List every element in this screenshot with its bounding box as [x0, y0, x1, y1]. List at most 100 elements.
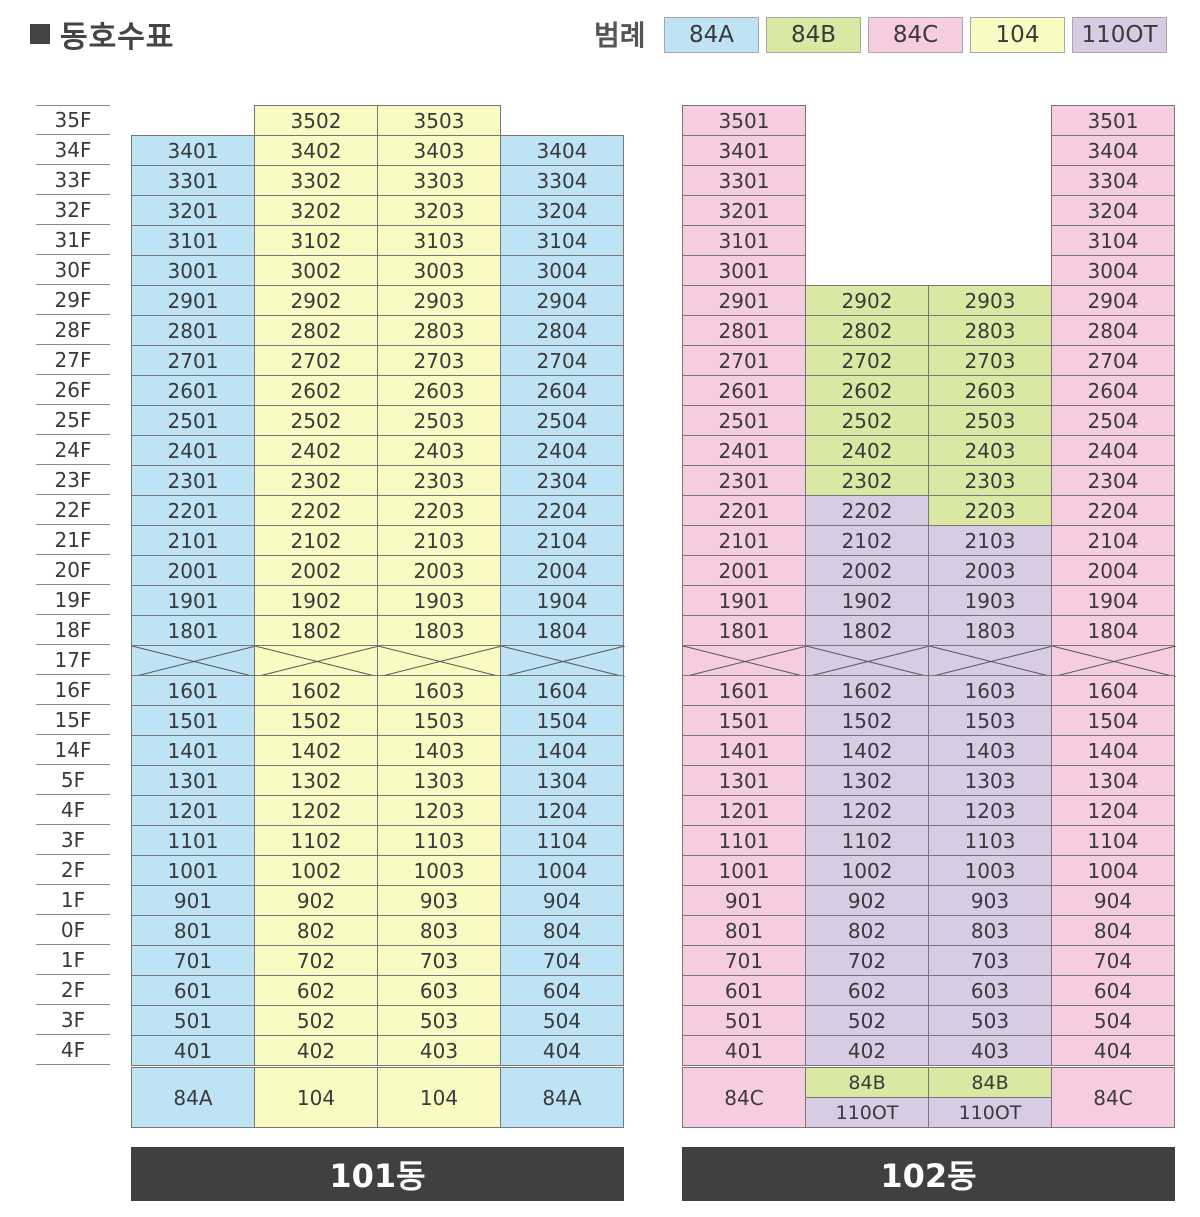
unit-cell: 1904: [500, 585, 624, 616]
unit-cell: 2503: [377, 405, 501, 436]
unit-cell: 2102: [254, 525, 378, 556]
unit-cell: 2404: [500, 435, 624, 466]
unit-cell: 2601: [682, 375, 806, 406]
unit-cell: 2601: [131, 375, 255, 406]
legend-item-84b: 84B: [766, 17, 861, 53]
unit-cell: 3204: [1051, 195, 1175, 226]
cross-icon: [501, 646, 625, 677]
unit-cell: 2504: [1051, 405, 1175, 436]
floor-label: 30F: [36, 255, 110, 285]
unit-cell: 2203: [928, 495, 1052, 526]
unit-cell: 3303: [377, 165, 501, 196]
unit-cell: 704: [500, 945, 624, 976]
unit-cell: 1004: [500, 855, 624, 886]
unit-cell: 2301: [131, 465, 255, 496]
unit-cell: 802: [805, 915, 929, 946]
unit-cell: 1601: [131, 675, 255, 706]
unit-cell: 2501: [131, 405, 255, 436]
legend-item-104: 104: [970, 17, 1065, 53]
unit-cell: 1801: [131, 615, 255, 646]
building-label: 102동: [682, 1147, 1175, 1201]
unit-cell: 1402: [805, 735, 929, 766]
floor-label: 32F: [36, 195, 110, 225]
unit-cell: 1403: [377, 735, 501, 766]
unit-cell: 2503: [928, 405, 1052, 436]
unit-cell: 2903: [377, 285, 501, 316]
unit-cell: 1102: [805, 825, 929, 856]
unit-cell: 2603: [928, 375, 1052, 406]
unit-cell: 2801: [682, 315, 806, 346]
unit-cell: 1103: [377, 825, 501, 856]
unit-cell: 1802: [805, 615, 929, 646]
unit-cell: 902: [805, 885, 929, 916]
unit-cell: 2302: [254, 465, 378, 496]
unit-cell: 2802: [805, 315, 929, 346]
unit-cell: 602: [805, 975, 929, 1006]
unit-cell: 2001: [682, 555, 806, 586]
unit-cell: 2703: [377, 345, 501, 376]
unit-cell: 1804: [500, 615, 624, 646]
cross-icon: [806, 646, 930, 677]
unit-cell: 3503: [377, 105, 501, 136]
blocked-floor-cell: [254, 645, 379, 677]
unit-cell: 2202: [254, 495, 378, 526]
unit-cell: 1903: [377, 585, 501, 616]
unit-cell: 1401: [682, 735, 806, 766]
unit-cell: 2902: [805, 285, 929, 316]
unit-cell: 1502: [805, 705, 929, 736]
unit-cell: 2104: [1051, 525, 1175, 556]
floor-label: 4F: [36, 795, 110, 825]
unit-cell: 1502: [254, 705, 378, 736]
unit-cell: 603: [928, 975, 1052, 1006]
blocked-floor-cell: [1051, 645, 1176, 677]
unit-cell: 403: [377, 1035, 501, 1066]
unit-cell: 3501: [682, 105, 806, 136]
unit-cell: 502: [805, 1005, 929, 1036]
floor-label: 14F: [36, 735, 110, 765]
unit-cell: 2004: [500, 555, 624, 586]
unit-cell: 3102: [254, 225, 378, 256]
floor-label: 3F: [36, 825, 110, 855]
floor-label: 19F: [36, 585, 110, 615]
building-label: 101동: [131, 1147, 624, 1201]
unit-cell: 404: [1051, 1035, 1175, 1066]
unit-cell: 2602: [254, 375, 378, 406]
unit-cell: 1003: [377, 855, 501, 886]
unit-cell: 3202: [254, 195, 378, 226]
blocked-floor-cell: [131, 645, 256, 677]
unit-cell: 2904: [500, 285, 624, 316]
unit-cell: 3203: [377, 195, 501, 226]
page-title: 동호수표: [60, 20, 175, 55]
unit-cell: 2901: [682, 285, 806, 316]
floor-label: 2F: [36, 855, 110, 885]
unit-cell: 1603: [928, 675, 1052, 706]
unit-cell: 2103: [377, 525, 501, 556]
page-title-block: 동호수표: [30, 12, 174, 56]
unit-cell: 3003: [377, 255, 501, 286]
unit-cell: 1501: [682, 705, 806, 736]
unit-cell: 1802: [254, 615, 378, 646]
unit-cell: 2403: [928, 435, 1052, 466]
unit-cell: 501: [682, 1005, 806, 1036]
unit-cell: 2701: [131, 345, 255, 376]
unit-cell: 903: [928, 885, 1052, 916]
unit-cell: 803: [377, 915, 501, 946]
unit-cell: 1201: [131, 795, 255, 826]
unit-cell: 2903: [928, 285, 1052, 316]
unit-cell: 1302: [805, 765, 929, 796]
unit-cell: 2202: [805, 495, 929, 526]
floor-label: 25F: [36, 405, 110, 435]
unit-cell: 1302: [254, 765, 378, 796]
floor-label: 1F: [36, 945, 110, 975]
unit-cell: 1204: [500, 795, 624, 826]
unit-cell: 2302: [805, 465, 929, 496]
unit-cell: 602: [254, 975, 378, 1006]
unit-cell: 1202: [254, 795, 378, 826]
unit-cell: 2301: [682, 465, 806, 496]
unit-cell: 3304: [1051, 165, 1175, 196]
unit-cell: 901: [131, 885, 255, 916]
unit-cell: 1904: [1051, 585, 1175, 616]
unit-cell: 3502: [254, 105, 378, 136]
cross-icon: [929, 646, 1053, 677]
unit-cell: 502: [254, 1005, 378, 1036]
